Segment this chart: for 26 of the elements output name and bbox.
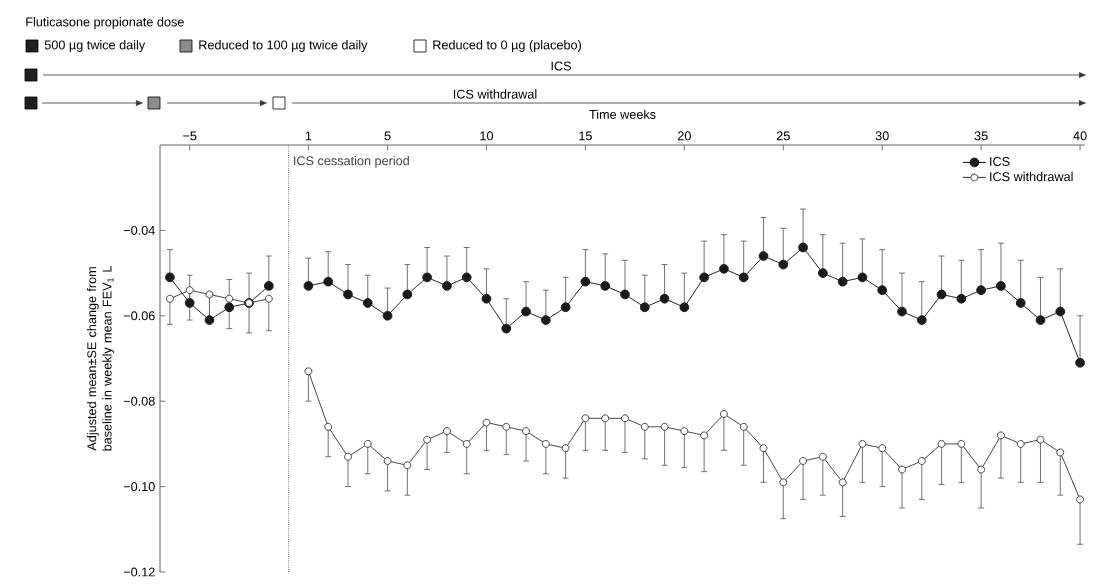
x-tick-label: 20 — [677, 131, 691, 141]
ref-line-label: ICS cessation period — [294, 155, 409, 168]
x-tick-label: 35 — [974, 131, 988, 141]
text: ICS — [551, 61, 571, 71]
y-tick-label: −0.12 — [123, 567, 155, 577]
x-tick-label: 15 — [579, 131, 592, 141]
x-tick-label: 30 — [875, 131, 889, 141]
text: Reduced to 100 µg twice daily — [199, 40, 368, 52]
legend-label: ICS withdrawal — [990, 171, 1073, 182]
text: ICS withdrawal — [453, 89, 537, 99]
x-tick-label: 25 — [776, 131, 790, 141]
chart-title: Fluticasone propionate dose — [26, 17, 184, 29]
y-tick-label: −0.08 — [123, 396, 155, 406]
x-axis-title: Time weeks — [589, 109, 656, 119]
x-tick-label: −5 — [183, 131, 197, 141]
x-tick-label: 40 — [1073, 131, 1087, 141]
text: Reduced to 0 µg (placebo) — [433, 40, 581, 52]
x-tick-label: 1 — [305, 131, 312, 141]
y-tick-label: −0.06 — [123, 311, 155, 321]
text: 500 µg twice daily — [44, 40, 146, 52]
x-tick-label: 10 — [480, 131, 494, 141]
legend-label: ICS — [990, 157, 1010, 166]
x-tick-label: 5 — [384, 131, 391, 141]
y-axis-title: Adjusted mean±SE change from baseline in weekly mean FEV$_{1}$ L — [86, 266, 115, 451]
y-tick-label: −0.04 — [123, 225, 155, 235]
y-tick-label: −0.10 — [123, 482, 155, 492]
